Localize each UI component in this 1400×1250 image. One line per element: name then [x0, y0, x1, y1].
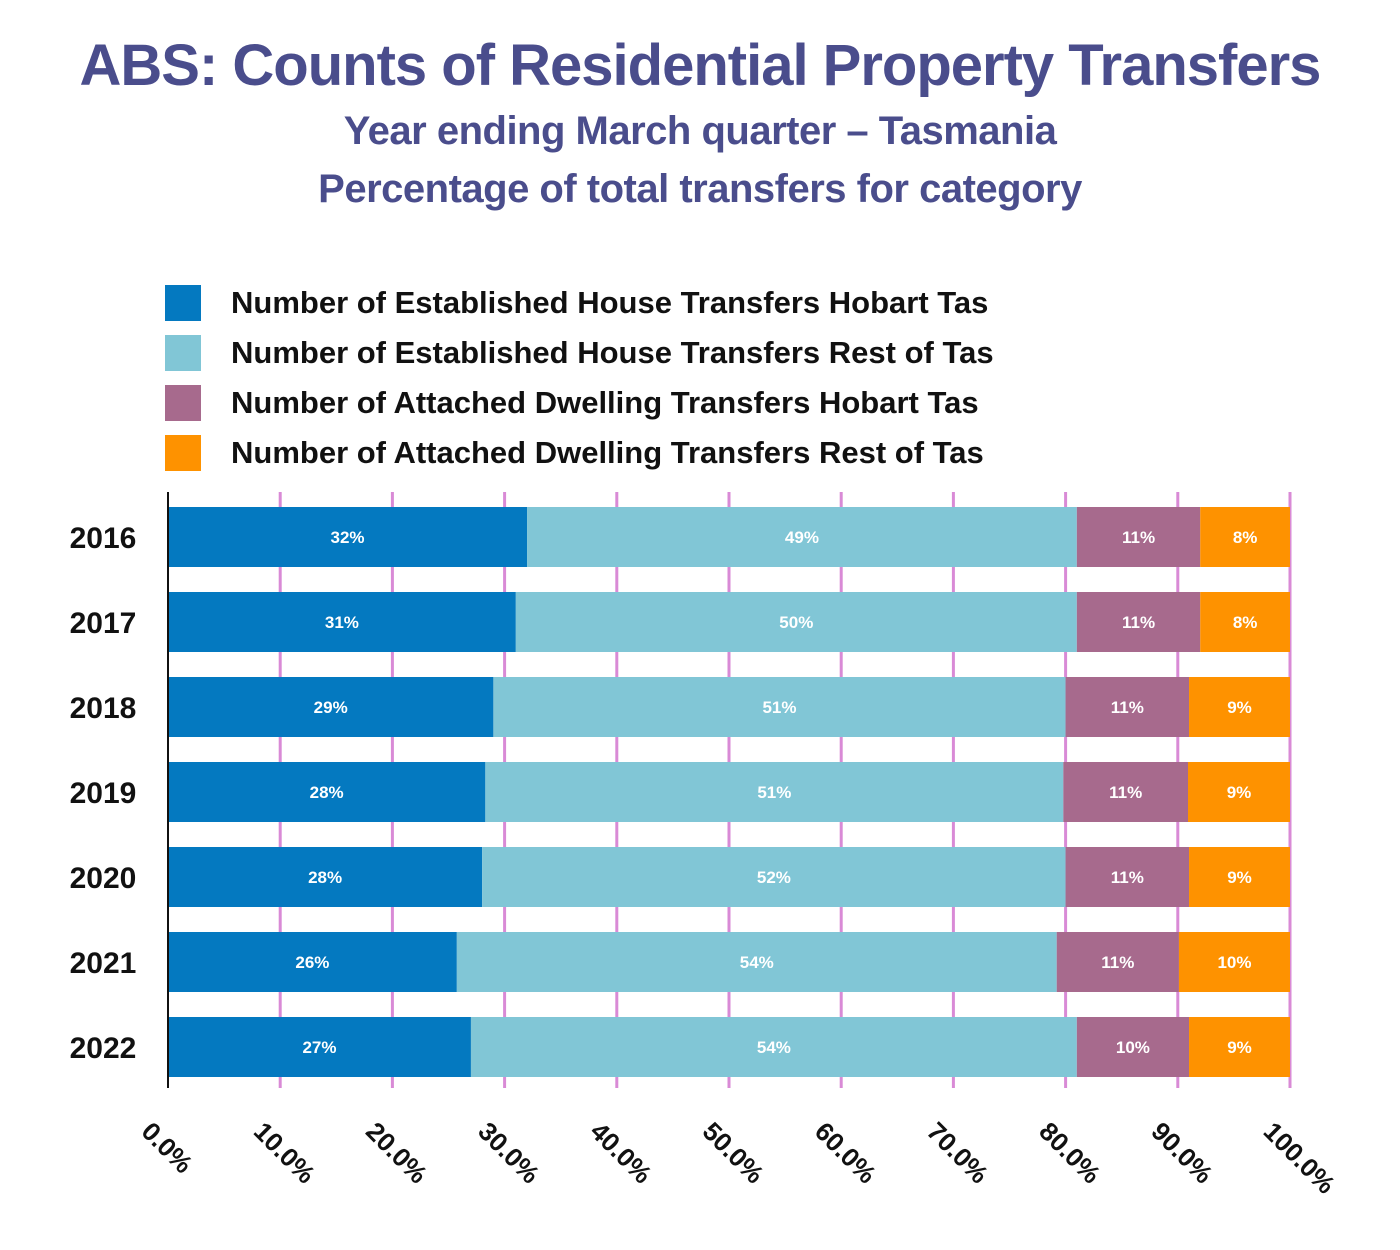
bar-segment	[527, 507, 1077, 567]
bar-data-label: 31%	[325, 613, 359, 632]
bar-data-label: 8%	[1233, 613, 1258, 632]
bar-segment	[168, 507, 528, 567]
bar-data-label: 11%	[1101, 953, 1134, 972]
x-tick-label: 80.0%	[1033, 1116, 1106, 1189]
bar-segment	[482, 847, 1066, 907]
legend-label: Number of Attached Dwelling Transfers Re…	[231, 435, 984, 470]
bar-segment	[1076, 507, 1201, 567]
legend-label: Number of Established House Transfers Re…	[231, 335, 994, 370]
x-tick-label: 100.0%	[1258, 1116, 1342, 1200]
chart-subtitle-measure: Percentage of total transfers for catego…	[318, 167, 1082, 211]
y-tick-label: 2018	[70, 692, 137, 725]
bar-data-label: 32%	[331, 528, 365, 547]
x-tick-label: 10.0%	[248, 1116, 321, 1189]
bar-data-label: 49%	[785, 528, 819, 547]
bar-segment	[1063, 762, 1188, 822]
legend-swatch	[165, 335, 201, 371]
bar-segment	[1056, 932, 1179, 992]
bar-segment	[1200, 507, 1290, 567]
legend-item: Number of Attached Dwelling Transfers Re…	[165, 428, 994, 478]
bar-segment	[485, 762, 1064, 822]
legend-swatch	[165, 435, 201, 471]
legend: Number of Established House Transfers Ho…	[165, 278, 994, 478]
chart-header: ABS: Counts of Residential Property Tran…	[0, 30, 1400, 218]
y-tick-label: 2019	[70, 777, 137, 810]
bar-data-label: 54%	[740, 953, 774, 972]
legend-label: Number of Established House Transfers Ho…	[231, 285, 989, 320]
legend-item: Number of Established House Transfers Re…	[165, 328, 994, 378]
x-tick-label: 90.0%	[1146, 1116, 1219, 1189]
y-tick-label: 2016	[70, 522, 137, 555]
bar-data-label: 27%	[302, 1038, 336, 1057]
bar-segment	[168, 932, 457, 992]
y-tick-label: 2020	[70, 862, 137, 895]
bar-segment	[1200, 592, 1290, 652]
bar-data-label: 11%	[1111, 698, 1144, 717]
bar-data-label: 10%	[1116, 1038, 1150, 1057]
bar-data-label: 11%	[1111, 868, 1144, 887]
bar-segment	[168, 1017, 471, 1077]
legend-item: Number of Established House Transfers Ho…	[165, 278, 994, 328]
bar-data-label: 10%	[1217, 953, 1251, 972]
bar-data-label: 51%	[762, 698, 796, 717]
x-tick-label: 40.0%	[585, 1116, 658, 1189]
bar-data-label: 9%	[1227, 868, 1252, 887]
bar-segment	[168, 677, 494, 737]
bar-data-label: 9%	[1227, 698, 1252, 717]
bar-segment	[456, 932, 1057, 992]
bar-segment	[470, 1017, 1077, 1077]
bar-data-label: 26%	[295, 953, 329, 972]
chart-title: ABS: Counts of Residential Property Tran…	[79, 33, 1322, 98]
bar-data-label: 9%	[1227, 783, 1252, 802]
bar-segment	[1188, 762, 1290, 822]
legend-swatch	[165, 285, 201, 321]
x-tick-label: 60.0%	[809, 1116, 882, 1189]
bar-data-label: 11%	[1109, 783, 1142, 802]
legend-swatch	[165, 385, 201, 421]
bar-data-label: 28%	[310, 783, 344, 802]
x-tick-label: 70.0%	[921, 1116, 994, 1189]
bar-data-label: 52%	[757, 868, 791, 887]
legend-item: Number of Attached Dwelling Transfers Ho…	[165, 378, 994, 428]
bar-segment	[1189, 677, 1290, 737]
bar-data-label: 11%	[1122, 528, 1155, 547]
bar-segment	[515, 592, 1077, 652]
bar-data-label: 50%	[779, 613, 813, 632]
bar-data-label: 54%	[757, 1038, 791, 1057]
bar-data-label: 8%	[1233, 528, 1258, 547]
bar-data-label: 51%	[757, 783, 791, 802]
bar-segment	[1065, 847, 1190, 907]
bar-segment	[168, 762, 486, 822]
bar-segment	[168, 592, 516, 652]
bar-segment	[1065, 677, 1190, 737]
bar-segment	[1189, 847, 1290, 907]
x-tick-label: 30.0%	[472, 1116, 545, 1189]
chart-subtitle-period: Year ending March quarter – Tasmania	[343, 109, 1057, 153]
bar-segment	[168, 847, 483, 907]
bar-data-label: 9%	[1227, 1038, 1252, 1057]
bar-segment	[1178, 932, 1290, 992]
legend-label: Number of Attached Dwelling Transfers Ho…	[231, 385, 979, 420]
bar-data-label: 28%	[308, 868, 342, 887]
y-tick-label: 2022	[70, 1032, 137, 1065]
y-tick-label: 2021	[70, 947, 137, 980]
x-tick-label: 0.0%	[136, 1116, 199, 1179]
bar-data-label: 29%	[314, 698, 348, 717]
x-tick-label: 20.0%	[360, 1116, 433, 1189]
x-tick-label: 50.0%	[697, 1116, 770, 1189]
bar-segment	[1076, 592, 1201, 652]
bar-segment	[1189, 1017, 1290, 1077]
y-tick-label: 2017	[70, 607, 137, 640]
bar-data-label: 11%	[1122, 613, 1155, 632]
bar-segment	[1076, 1017, 1190, 1077]
bar-segment	[493, 677, 1066, 737]
